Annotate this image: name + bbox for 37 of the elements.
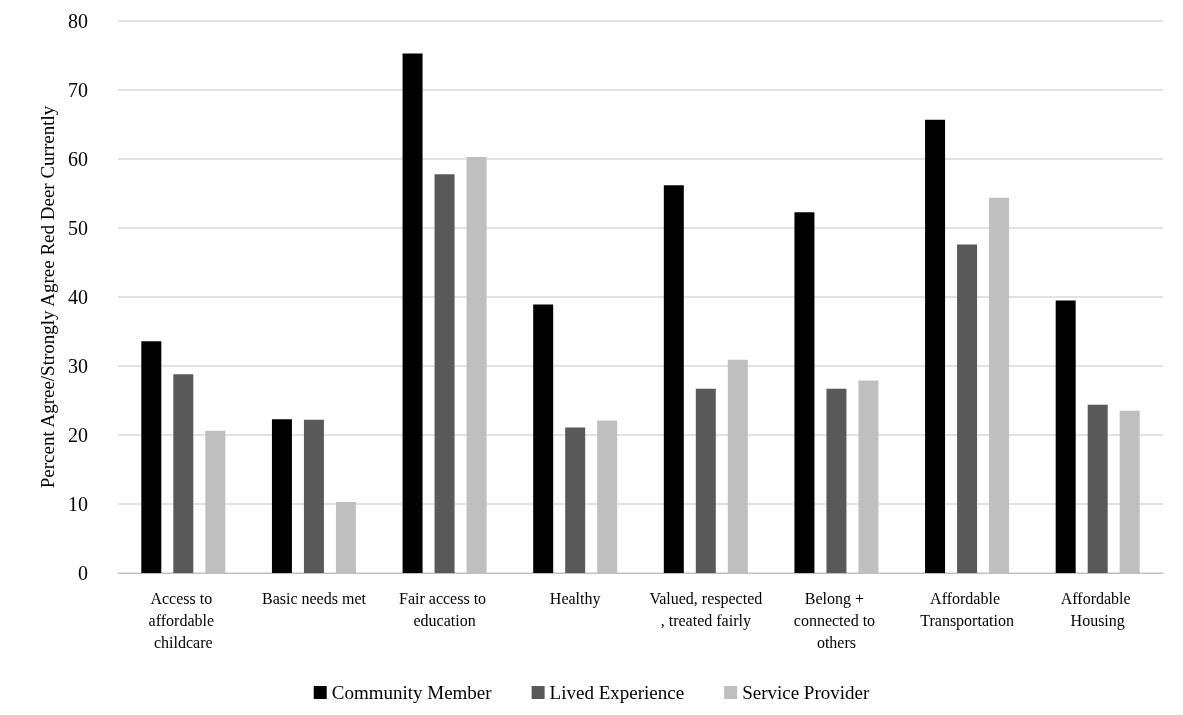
x-tick-label: Fair access to education: [399, 589, 491, 629]
y-tick-label: 40: [68, 286, 88, 308]
legend-label: Service Provider: [742, 682, 870, 703]
y-tick-label: 30: [68, 355, 88, 377]
bar: [1087, 404, 1108, 573]
bar: [303, 419, 324, 573]
x-tick-label: Belong + connected to others: [793, 589, 880, 651]
y-tick-label: 60: [68, 148, 88, 170]
x-tick-label: Affordable Transportation: [920, 589, 1014, 630]
y-tick-label: 20: [68, 424, 88, 446]
bar: [141, 341, 162, 573]
bar: [565, 427, 586, 573]
bar: [402, 53, 423, 573]
bar: [271, 419, 292, 573]
x-tick-label: Valued, respected, treated fairly: [649, 589, 763, 630]
y-tick-label: 50: [68, 217, 88, 239]
y-tick-label: 70: [68, 79, 88, 101]
legend-label: Lived Experience: [549, 682, 685, 703]
x-tick-label: Affordable Housing: [1060, 589, 1135, 630]
bar: [957, 244, 978, 573]
x-tick-label: Basic needs met: [261, 589, 367, 607]
bar: [695, 388, 716, 573]
bar: [925, 119, 946, 573]
y-axis-title: Percent Agree/Strongly Agree Red Deer Currently: [37, 105, 59, 489]
bar: [1055, 300, 1076, 573]
legend-label: Community Member: [331, 682, 493, 703]
bar: [826, 388, 847, 573]
x-tick-label: Healthy: [549, 589, 601, 608]
bar: [663, 185, 684, 573]
x-tick-label: Access to affordable childcare: [148, 589, 219, 651]
bar: [173, 374, 194, 573]
y-tick-label: 80: [68, 10, 88, 32]
bar: [533, 304, 554, 573]
y-tick-label: 0: [78, 562, 88, 584]
y-tick-label: 10: [68, 493, 88, 515]
bar: [434, 174, 455, 573]
bar: [794, 212, 815, 573]
